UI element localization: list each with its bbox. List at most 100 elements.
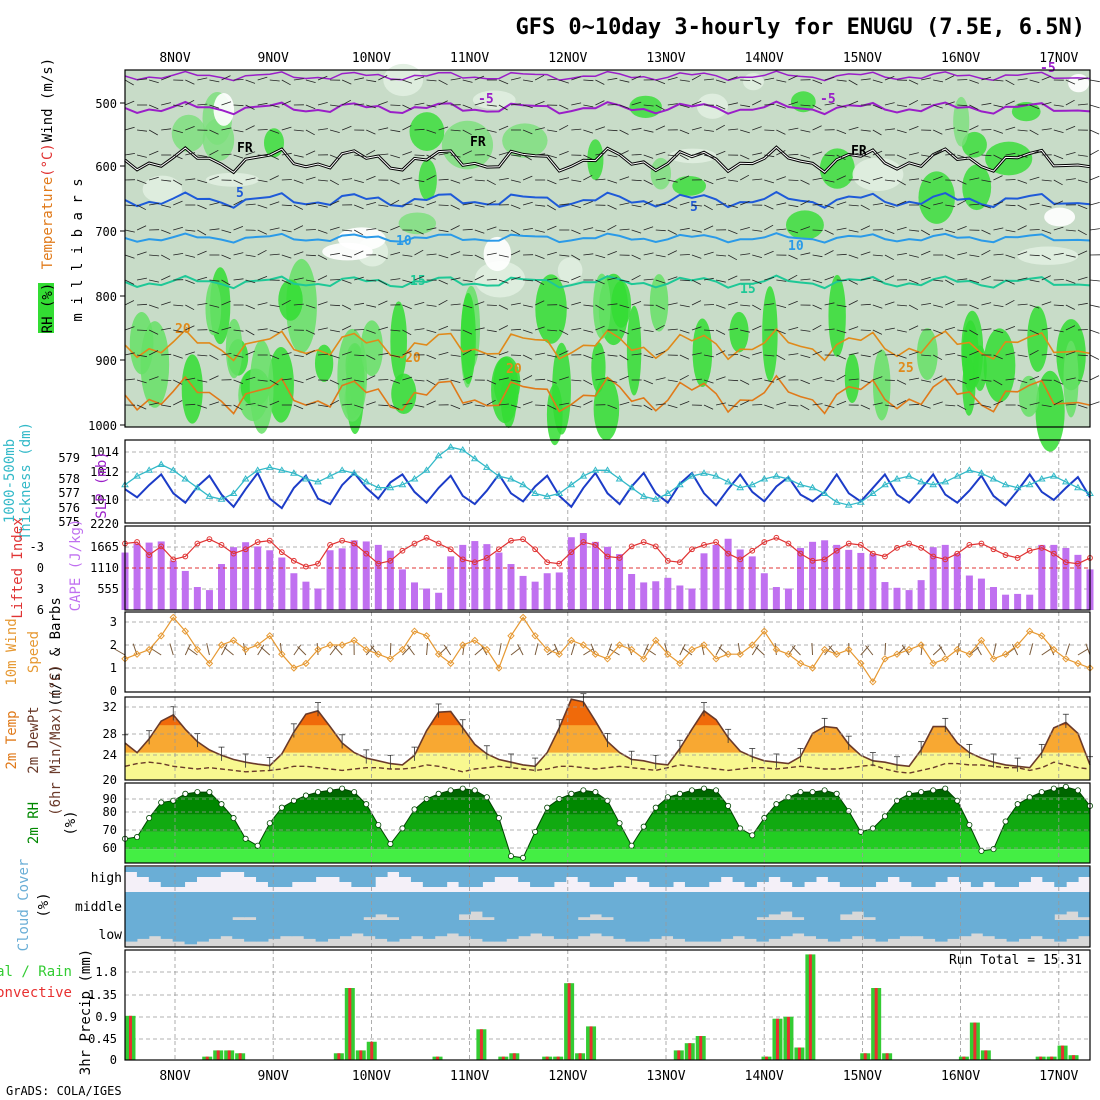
wind-barb <box>957 329 968 332</box>
wind-barb <box>595 229 606 232</box>
wind-barb <box>486 179 496 186</box>
precip-tick-label: 1.35 <box>88 988 117 1002</box>
wind-10m-barb <box>1077 648 1089 656</box>
wind-speed-point <box>133 650 141 658</box>
wind-barb <box>1065 152 1076 156</box>
cloud-middle-cell <box>256 892 269 920</box>
wind-barb <box>655 351 666 356</box>
wind-barb <box>933 375 943 381</box>
wind-speed-point <box>290 664 298 672</box>
rh-frame <box>124 782 1091 864</box>
wind-barb <box>896 104 907 107</box>
wind-barb <box>752 100 762 106</box>
wind-barb <box>1041 404 1052 407</box>
rh-moist-area <box>918 171 955 224</box>
wind-barb <box>703 277 714 281</box>
wind-barb <box>474 179 485 182</box>
wind-barb <box>559 104 569 110</box>
cape-bar <box>507 564 515 610</box>
pressure-tick-label: 600 <box>95 160 117 174</box>
cloud-high-cell <box>196 867 209 877</box>
wind-barb <box>559 350 569 356</box>
wind-barb <box>824 103 835 106</box>
wind-barb <box>474 275 484 281</box>
rh-moist-area <box>1018 375 1040 417</box>
thickness-point <box>700 469 708 476</box>
wind-barb <box>547 354 558 358</box>
thickness-point <box>627 483 636 491</box>
cloud-middle-cell <box>1078 892 1091 918</box>
wind-barb <box>1017 204 1027 210</box>
wind-barb <box>209 79 220 83</box>
wind-barb <box>957 129 968 133</box>
wind-barb <box>124 300 135 306</box>
wind-barb <box>619 401 630 406</box>
wind-speed-point <box>217 641 226 649</box>
cape-bar <box>459 544 467 610</box>
wind-barb <box>390 278 401 281</box>
wind-barb <box>619 202 630 206</box>
wind-barb <box>535 326 545 331</box>
wind-barb <box>185 279 195 284</box>
wind-barb <box>655 177 666 181</box>
wind-barb <box>667 328 678 331</box>
cape-bar <box>133 543 141 610</box>
wind-barb <box>559 177 570 181</box>
wind-barb <box>329 200 340 206</box>
wind-barb <box>474 204 485 208</box>
wind-barb <box>969 329 979 336</box>
wind-barb <box>402 125 412 131</box>
wind-barb <box>269 154 279 160</box>
rh-moist-area <box>785 210 824 240</box>
wind-barb <box>776 129 786 135</box>
wind-barb <box>824 379 835 382</box>
wind-barb <box>703 354 714 358</box>
wind-barb <box>1065 403 1076 406</box>
lifted-index-point <box>411 540 418 547</box>
wind-barb <box>812 104 822 111</box>
wind-barb <box>402 254 413 257</box>
cape-bar <box>374 544 382 610</box>
wind-barb <box>366 129 376 135</box>
wind-barb <box>438 254 449 259</box>
wind-barb <box>1065 229 1076 232</box>
wind-barb <box>402 350 412 356</box>
cape-bar <box>314 588 322 610</box>
wind-barb <box>547 404 557 410</box>
wind-axis-label: 10m Wind <box>4 618 20 685</box>
wind-barb <box>378 153 389 156</box>
wind-barb <box>921 103 932 106</box>
wind-barb <box>908 99 919 106</box>
wind-barb <box>860 354 871 358</box>
slp-series-line <box>124 471 1091 510</box>
wind-barb <box>124 378 135 381</box>
wind-barb <box>848 352 859 356</box>
wind-barb <box>317 229 328 234</box>
wind-barb <box>293 354 304 357</box>
cape-bar <box>483 544 491 610</box>
cloud-row-label: middle <box>75 900 122 915</box>
thickness-point <box>253 466 262 473</box>
wind-barb <box>788 300 798 306</box>
wind-barb <box>908 377 919 381</box>
lifted-index-point <box>508 537 514 544</box>
rh-point <box>894 797 901 804</box>
wind-barb <box>957 252 968 256</box>
wind-speed-point <box>1013 641 1022 649</box>
lifted-index-line <box>124 537 1091 568</box>
wind-barb <box>860 303 871 306</box>
wind-barb <box>1041 229 1052 234</box>
cloud-low-cell <box>446 920 460 934</box>
lifted-index-point <box>266 537 273 544</box>
rh-point <box>797 789 804 796</box>
wind-barb <box>909 178 920 181</box>
wind-barb <box>728 301 738 306</box>
wind-barb <box>486 354 497 359</box>
wind-barb <box>1053 200 1064 206</box>
wind-barb <box>245 254 256 257</box>
wind-barb <box>631 127 642 131</box>
wind-barb <box>124 126 135 131</box>
wind-barb <box>800 252 811 256</box>
cloud-low-cell <box>589 920 603 934</box>
cloud-high-cell <box>601 867 614 887</box>
